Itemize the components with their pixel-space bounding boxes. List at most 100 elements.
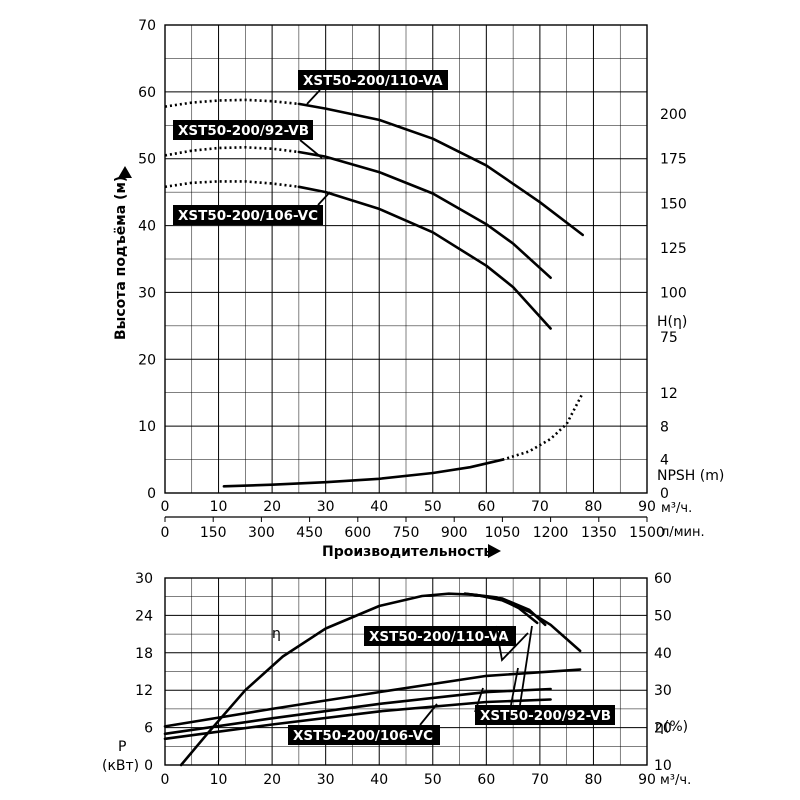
- top-y-axis-label: Высота подъёма (м): [113, 176, 129, 340]
- power-curve-2: [163, 698, 552, 741]
- top-curve-dotted-2: [164, 180, 300, 189]
- top-right-npsh-tick-label: 8: [660, 419, 669, 435]
- power-curve-1: [163, 687, 552, 736]
- top-tag-vc-text: XST50-200/106-VC: [178, 208, 318, 224]
- bottom-right-tick-label: 30: [654, 683, 672, 699]
- top-x-lmin-tick-label: 1200: [533, 525, 569, 541]
- top-y-axis-arrow-icon: [118, 166, 132, 178]
- bottom-x-tick-label: 50: [424, 772, 442, 788]
- bottom-right-tick-label: 10: [654, 758, 672, 774]
- top-tag-vb: XST50-200/92-VB: [173, 120, 313, 140]
- efficiency-curve-3: [179, 592, 582, 767]
- bottom-leader-vb-2: [510, 667, 519, 706]
- top-x-m3h-unit: м³/ч.: [661, 501, 692, 516]
- top-tag-va-text: XST50-200/110-VA: [303, 73, 443, 89]
- bottom-x-tick-label: 70: [531, 772, 549, 788]
- top-x-lmin-tick-label: 300: [248, 525, 275, 541]
- bottom-right-tick-label: 40: [654, 646, 672, 662]
- top-curve-solid-2: [297, 185, 552, 330]
- top-x-lmin-tick-label: 1050: [485, 525, 521, 541]
- top-x-axis-arrow-icon: [488, 544, 501, 558]
- top-x-m3h-tick-label: 50: [424, 499, 442, 515]
- top-right-h-tick-label: 200: [660, 107, 687, 123]
- bottom-eta-label: η: [272, 626, 281, 642]
- bottom-left-tick-label: 24: [135, 608, 153, 624]
- top-x-m3h-tick-label: 90: [638, 499, 656, 515]
- top-right-h-tick-label: 100: [660, 285, 687, 301]
- bottom-leader-va: [495, 625, 529, 662]
- bottom-x-tick-label: 90: [638, 772, 656, 788]
- top-x-lmin-tick-label: 1500: [629, 525, 665, 541]
- top-curve-solid-1: [297, 150, 552, 279]
- bottom-tag-va: XST50-200/110-VA: [364, 626, 516, 646]
- bottom-chart-grid: 0 6 12 18 24 30 10 20 30 40 50 60 0 10 20 30 40 50 60 70 80 9…: [135, 571, 672, 788]
- top-x-m3h-tick-label: 20: [263, 499, 281, 515]
- efficiency-curve-5: [463, 592, 547, 627]
- bottom-plot-frame: [164, 577, 648, 766]
- top-plot-frame: [164, 24, 648, 494]
- top-tag-vb-text: XST50-200/92-VB: [178, 123, 309, 139]
- top-x-axes: 0 10 20 30 40 50 60 70 80 900 150 300 450 600 750 900 10…: [161, 499, 665, 541]
- npsh-curve-solid: [222, 458, 504, 488]
- bottom-left-label-kw: (кВт): [102, 758, 139, 774]
- top-leader-vc: [317, 191, 331, 206]
- top-x-axis-label: Производительность: [322, 544, 492, 560]
- npsh-curve-dotted: [502, 392, 584, 461]
- top-right-h-tick-label: 125: [660, 241, 687, 257]
- bottom-x-tick-label: 20: [263, 772, 281, 788]
- top-x-m3h-tick-label: 10: [210, 499, 228, 515]
- bottom-x-tick-label: 40: [370, 772, 388, 788]
- bottom-tag-vb: XST50-200/92-VB: [475, 705, 615, 725]
- top-x-m3h-tick-label: 70: [531, 499, 549, 515]
- bottom-x-unit: м³/ч.: [660, 773, 691, 788]
- top-x-m3h-tick-label: 80: [585, 499, 603, 515]
- top-x-m3h-tick-label: 40: [370, 499, 388, 515]
- bottom-tag-vb-text: XST50-200/92-VB: [480, 708, 611, 724]
- top-right-h-label: H(η): [657, 314, 687, 330]
- bottom-left-tick-label: 0: [144, 758, 153, 774]
- bottom-x-tick-label: 60: [477, 772, 495, 788]
- top-x-lmin-tick-label: 150: [200, 525, 227, 541]
- top-curve-solid-0: [297, 102, 584, 237]
- top-x-lmin-tick-label: 750: [393, 525, 420, 541]
- top-y-tick-label: 70: [138, 18, 156, 34]
- top-y-tick-label: 10: [138, 419, 156, 435]
- bottom-left-tick-label: 6: [144, 721, 153, 737]
- bottom-tag-va-text: XST50-200/110-VA: [369, 629, 509, 645]
- bottom-left-tick-label: 12: [135, 683, 153, 699]
- top-x-m3h-tick-label: 0: [161, 499, 170, 515]
- top-tag-va: XST50-200/110-VA: [298, 70, 448, 90]
- top-right-h-tick-label: 75: [660, 330, 678, 346]
- top-right-h-tick-label: 150: [660, 196, 687, 212]
- top-right-h-tick-label: 175: [660, 152, 687, 168]
- bottom-left-label-p: P: [118, 739, 126, 755]
- bottom-x-tick-label: 0: [161, 772, 170, 788]
- top-x-lmin-tick-label: 600: [344, 525, 371, 541]
- top-right-npsh-tick-label: 0: [660, 486, 669, 502]
- top-curves: [164, 98, 584, 488]
- bottom-x-tick-label: 30: [317, 772, 335, 788]
- bottom-right-tick-label: 20: [654, 721, 672, 737]
- top-right-npsh-label: NPSH (m): [657, 468, 724, 484]
- bottom-right-tick-label: 50: [654, 608, 672, 624]
- top-curve-dotted-1: [164, 145, 300, 157]
- top-y-tick-label: 0: [147, 486, 156, 502]
- top-y-tick-label: 50: [138, 152, 156, 168]
- bottom-tag-vc: XST50-200/106-VC: [288, 725, 440, 745]
- bottom-left-tick-label: 30: [135, 571, 153, 587]
- bottom-left-tick-label: 18: [135, 646, 153, 662]
- top-tag-vc: XST50-200/106-VC: [173, 205, 323, 225]
- top-leader-vb: [299, 139, 323, 159]
- top-y-tick-label: 20: [138, 352, 156, 368]
- bottom-leader-vc: [419, 703, 438, 726]
- bottom-right-tick-label: 60: [654, 571, 672, 587]
- top-x-lmin-tick-label: 450: [296, 525, 323, 541]
- top-curve-dotted-0: [164, 98, 300, 108]
- top-x-lmin-tick-label: 0: [161, 525, 170, 541]
- top-x-m3h-tick-label: 30: [317, 499, 335, 515]
- top-y-tick-label: 60: [138, 85, 156, 101]
- top-y-tick-label: 30: [138, 285, 156, 301]
- top-y-tick-label: 40: [138, 219, 156, 235]
- top-right-npsh-tick-label: 12: [660, 386, 678, 402]
